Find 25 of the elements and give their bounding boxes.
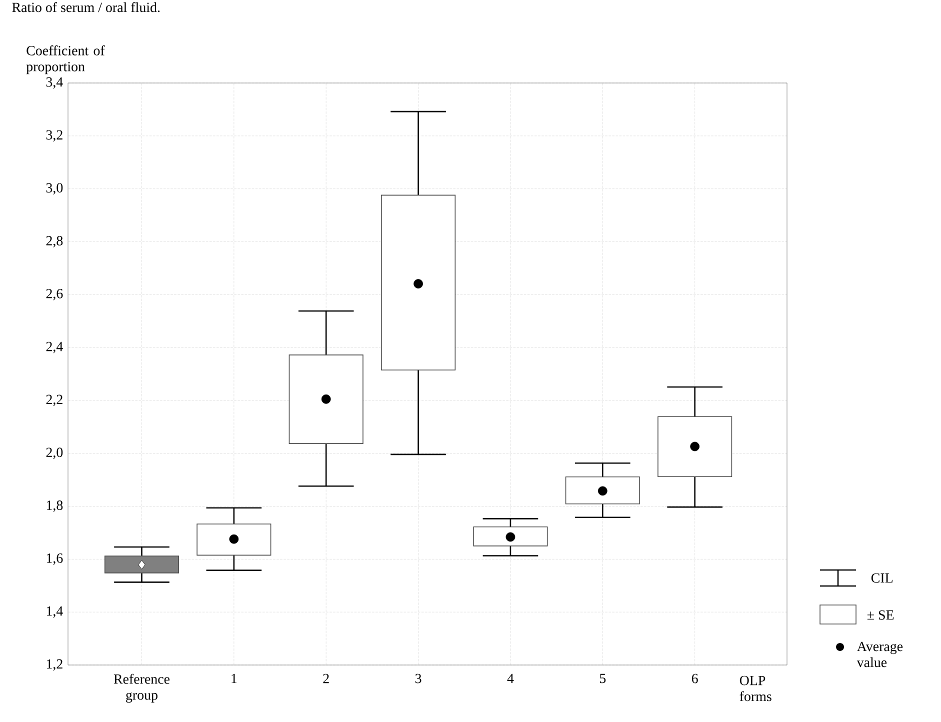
x-tick-label: 3 xyxy=(415,674,422,684)
x-axis-title: OLP forms xyxy=(740,676,772,702)
y-tick-label: 2,0 xyxy=(46,448,63,460)
y-tick-label: 1,6 xyxy=(46,553,63,565)
y-tick-label: 2,8 xyxy=(46,236,63,248)
text: Average value xyxy=(856,642,903,668)
x-tick-label: 5 xyxy=(600,674,606,684)
y-tick-label: 1,8 xyxy=(46,500,63,512)
text: CIL xyxy=(871,573,892,583)
y-tick-label: 1,2 xyxy=(46,659,62,671)
x-tick-label: 6 xyxy=(692,674,698,684)
text: ± SE xyxy=(867,610,894,620)
x-tick-label: 2 xyxy=(323,674,329,684)
x-tick-label: Reference group xyxy=(114,674,170,703)
x-tick-label: 4 xyxy=(507,674,514,684)
chart-title: Ratio of serum / oral fluid. xyxy=(12,2,160,12)
y-tick-label: 3,0 xyxy=(46,183,63,195)
y-tick-label: 2,2 xyxy=(46,394,62,406)
y-tick-label: 2,6 xyxy=(46,288,63,300)
y-tick-label: 2,4 xyxy=(46,342,63,354)
x-tick-label: 1 xyxy=(232,674,237,684)
y-tick-label: 3,2 xyxy=(46,130,62,142)
y-tick-label: 1,4 xyxy=(46,606,63,618)
y-tick-label: 3,4 xyxy=(46,77,63,89)
y-axis-title: Coefficient of proportion xyxy=(26,45,105,74)
